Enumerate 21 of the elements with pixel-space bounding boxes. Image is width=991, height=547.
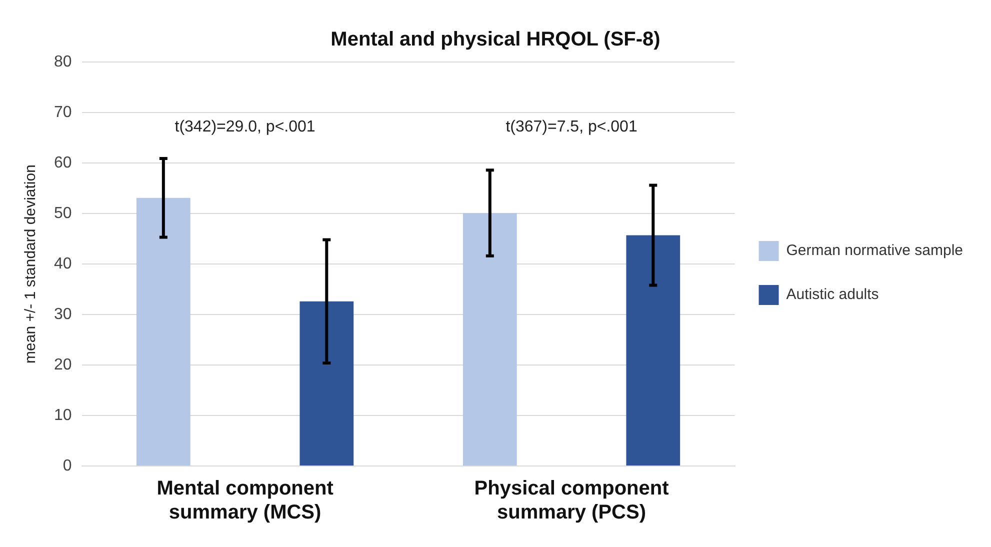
annotation: t(342)=29.0, p<.001 [174,118,316,136]
y-tick-label: 20 [54,356,72,374]
y-tick-label: 60 [54,154,72,172]
y-tick-label: 80 [54,53,72,70]
y-tick-label: 40 [54,255,72,272]
bar [300,301,354,466]
bar [462,212,517,466]
x-tick-label: Physical component summary (PCS) [474,478,670,524]
annotation: t(367)=7.5, p<.001 [506,118,638,136]
y-axis-title: mean +/- 1 standard deviation [22,164,40,364]
chart-title: Mental and physical HRQOL (SF-8) [330,28,660,51]
y-tick-label: 10 [54,406,72,424]
y-tick-label: 0 [62,457,72,474]
y-tick-label: 70 [54,104,72,121]
y-tick-label: 50 [54,204,72,222]
legend-label: Autistic adults [786,286,879,304]
bar [626,235,680,466]
bar [136,198,190,466]
x-tick-label: Mental component summary (MCS) [156,478,334,524]
y-tick-label: 30 [54,306,72,323]
legend-label: German normative sample [786,242,963,260]
